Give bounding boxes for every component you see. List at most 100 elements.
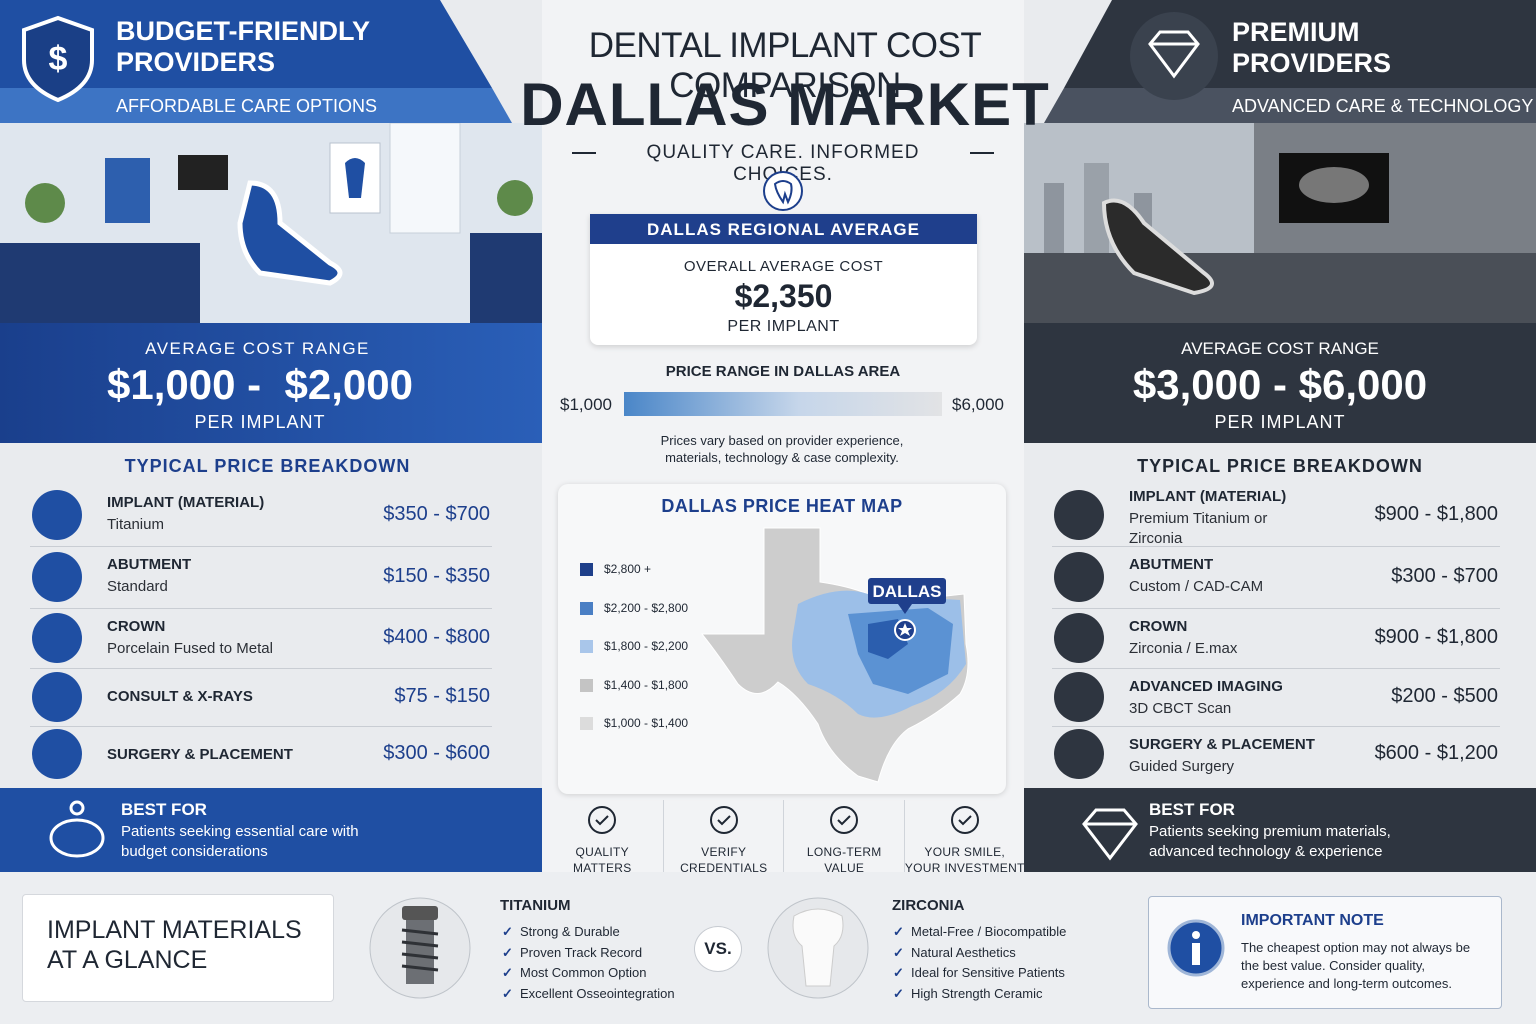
range-unit: PER IMPLANT [1214,412,1346,432]
budget-photo [0,123,542,323]
item-name: ADVANCED IMAGING [1129,678,1283,695]
page-title: DENTAL IMPLANT COST COMPARISON [588,26,982,105]
average-label: OVERALL AVERAGE COST [683,258,884,275]
note-box: IMPORTANT NOTE The cheapest option may n… [1148,896,1502,1009]
material-point: Ideal for Sensitive Patients [893,965,1065,981]
item-price: $900 - $1,800 [1374,626,1498,648]
item-price: $75 - $150 [394,685,490,707]
badge-icon [709,806,738,834]
item-price: $300 - $700 [1391,565,1498,587]
material-name: ZIRCONIA [892,897,965,914]
best-for-title: BEST FOR [1149,800,1235,819]
material-point: Strong & Durable [502,924,620,940]
range-label: AVERAGE COST RANGE [145,339,370,358]
premium-range-box: AVERAGE COST RANGE $3,000 - $6,000 PER I… [1024,323,1536,443]
svg-text:$: $ [49,40,68,78]
item-name: SURGERY & PLACEMENT [1129,736,1315,753]
range-unit: PER IMPLANT [194,412,326,432]
material-point: Most Common Option [502,965,647,981]
average-value: $2,350 [734,278,833,314]
title-line: PROVIDERS [1232,48,1392,78]
badge-icon [588,806,617,834]
item-name: CROWN [1129,618,1188,635]
badge-label: YOUR INVESTMENT [904,861,1025,875]
row-icon [1054,672,1104,722]
badge-icon [950,806,979,834]
rule [970,152,994,154]
legend-swatch [580,601,593,615]
legend-swatch [580,678,593,692]
badge-label: QUALITY [575,845,629,859]
rule [572,152,596,154]
breakdown-row: SURGERY & PLACEMENT Guided Surgery $600 - … [1052,726,1500,782]
badge-label: YOUR SMILE, [924,845,1006,859]
vs-badge: VS. [694,926,742,972]
material-point: Natural Aesthetics [893,945,1016,961]
heatmap-legend: $2,800 + $2,200 - $2,800 $1,800 - $2,200 $1… [580,562,744,732]
legend-item: $1,800 - $2,200 [580,639,688,653]
item-detail: Titanium [107,516,164,533]
row-icon [32,490,82,540]
badge-label: CREDENTIALS [680,861,768,875]
titanium-points: Strong & Durable Proven Track Record Most … [502,924,700,1004]
budget-best-for: BEST FOR Patients seeking essential care… [0,788,542,872]
premium-best-for: BEST FOR Patients seeking premium materi… [1024,788,1536,872]
title-line: PREMIUM [1232,17,1360,47]
item-detail: Porcelain Fused to Metal [107,640,273,657]
item-name: ABUTMENT [107,556,192,573]
range-min: $1,000 [560,395,612,414]
tooth-icon [763,171,803,211]
premium-breakdown: IMPLANT (MATERIAL) Premium Titanium or Zi… [1052,484,1500,784]
material-name: TITANIUM [500,897,571,914]
best-for-text: Patients seeking essential care with bud… [121,823,359,860]
item-price: $350 - $700 [383,503,490,525]
budget-header-bg: $ [0,0,512,123]
badge-icon [830,806,859,834]
range-value: $3,000 - $6,000 [1132,361,1428,408]
title-line: PROVIDERS [116,47,276,77]
materials-box: IMPLANT MATERIALS AT A GLANCE [22,894,334,1002]
diamond-icon [1082,808,1138,861]
item-price: $200 - $500 [1391,685,1498,707]
legend-swatch [580,640,593,653]
legend-swatch [580,563,593,576]
row-icon [1054,552,1104,602]
budget-range-box: AVERAGE COST RANGE $1,000 - $2,000 PER I… [0,323,542,443]
item-detail: Premium Titanium or Zirconia [1129,510,1268,547]
budget-title: BUDGET-FRIENDLY PROVIDERS [116,16,370,78]
title-line: BUDGET-FRIENDLY [116,16,371,46]
range-value: $1,000 - $2,000 [107,361,413,408]
badge: VERIFY CREDENTIALS [662,800,785,875]
badges: QUALITY MATTERS VERIFY CREDENTIALS LONG-TERM… [542,800,1026,875]
budget-subtitle: AFFORDABLE CARE OPTIONS [116,96,378,116]
badge-label: VALUE [824,861,865,875]
badge-label: VERIFY [701,845,747,859]
breakdown-row: ADVANCED IMAGING 3D CBCT Scan $200 - $500 [1052,668,1500,727]
budget-breakdown: IMPLANT (MATERIAL) Titanium $350 - $700 ABU… [30,484,492,784]
piggy-icon [49,800,105,858]
texas-map [700,527,969,783]
item-name: CONSULT & X-RAYS [107,688,253,705]
legend-item: $2,800 + [580,562,651,576]
premium-photo [1024,123,1536,323]
breakdown-title: TYPICAL PRICE BREAKDOWN [124,456,411,476]
average-card: DALLAS REGIONAL AVERAGE OVERALL AVERAGE … [590,214,977,345]
city-label: DALLAS [872,582,942,601]
breakdown-row: SURGERY & PLACEMENT $300 - $600 [30,726,492,782]
row-icon [1054,729,1104,779]
item-detail: Guided Surgery [1129,758,1235,775]
badge: LONG-TERM VALUE [783,800,905,875]
badge: YOUR SMILE, YOUR INVESTMENT [903,800,1026,875]
row-icon [32,613,82,663]
premium-title: PREMIUM PROVIDERS [1232,17,1391,79]
item-name: ABUTMENT [1129,556,1214,573]
zirconia-image [767,897,869,999]
item-name: SURGERY & PLACEMENT [107,746,293,763]
titanium-image [369,897,471,999]
breakdown-row: CROWN Porcelain Fused to Metal $400 - $800 [30,608,492,669]
page-subtitle: DALLAS MARKET [520,71,1050,138]
premium-subtitle: ADVANCED CARE & TECHNOLOGY [1232,96,1534,116]
breakdown-row: IMPLANT (MATERIAL) Titanium $350 - $700 [30,484,492,547]
range-max: $6,000 [952,395,1004,414]
material-point: Proven Track Record [502,945,642,961]
